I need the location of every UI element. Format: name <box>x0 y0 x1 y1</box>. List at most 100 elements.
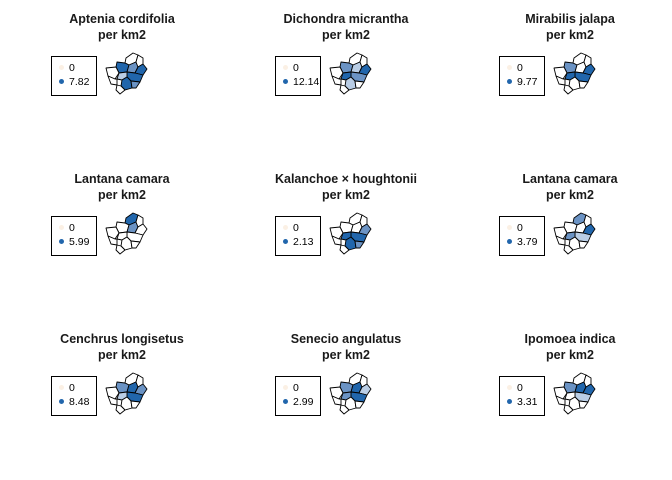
legend: 0 3.79 <box>499 216 545 256</box>
legend-label: 0 <box>293 222 299 234</box>
legend: 0 2.99 <box>275 376 321 416</box>
map-region <box>329 386 344 400</box>
legend-label: 0 <box>517 62 523 74</box>
map-region <box>339 404 350 415</box>
panel-title: Senecio angulatus per km2 <box>244 331 448 363</box>
legend-entry: 5.99 <box>52 235 96 249</box>
legend-label: 9.77 <box>517 76 538 88</box>
unit-label: per km2 <box>546 28 594 42</box>
legend-entry: 9.77 <box>500 75 544 89</box>
legend-entry: 0 <box>500 381 544 395</box>
legend: 0 3.31 <box>499 376 545 416</box>
map-region <box>563 404 574 415</box>
panel-title: Lantana camara per km2 <box>468 171 672 203</box>
legend: 0 12.14 <box>275 56 321 96</box>
legend-swatch <box>507 79 512 84</box>
legend-swatch <box>507 225 512 230</box>
map-region <box>578 240 589 249</box>
legend-label: 0 <box>293 62 299 74</box>
legend-entry: 0 <box>500 221 544 235</box>
legend-swatch <box>507 239 512 244</box>
choropleth-map <box>329 212 372 255</box>
map-region <box>553 66 568 80</box>
map-region <box>553 386 568 400</box>
legend-label: 0 <box>69 382 75 394</box>
panel-title: Mirabilis jalapa per km2 <box>468 11 672 43</box>
unit-label: per km2 <box>322 28 370 42</box>
choropleth-map <box>553 372 596 415</box>
legend-swatch <box>283 225 288 230</box>
species-name: Senecio angulatus <box>290 332 402 346</box>
legend-label: 12.14 <box>293 76 320 88</box>
map-region <box>582 223 596 236</box>
legend: 0 8.48 <box>51 376 97 416</box>
map-panel: Cenchrus longisetus per km2 0 8.48 <box>0 320 224 480</box>
legend-label: 3.31 <box>517 396 538 408</box>
choropleth-map <box>105 372 148 415</box>
legend-entry: 0 <box>276 61 320 75</box>
legend-entry: 0 <box>276 221 320 235</box>
map-panel: Aptenia cordifolia per km2 0 7.82 <box>0 0 224 160</box>
map-region <box>354 240 365 249</box>
legend-swatch <box>59 239 64 244</box>
legend-entry: 0 <box>52 381 96 395</box>
map-panel: Lantana camara per km2 0 5.99 <box>0 160 224 320</box>
map-region <box>339 84 350 95</box>
legend-label: 0 <box>293 382 299 394</box>
map-region <box>105 386 120 400</box>
unit-label: per km2 <box>322 188 370 202</box>
unit-label: per km2 <box>98 188 146 202</box>
legend-label: 2.13 <box>293 236 314 248</box>
map-region <box>115 84 126 95</box>
legend: 0 5.99 <box>51 216 97 256</box>
map-region <box>105 66 120 80</box>
legend: 0 7.82 <box>51 56 97 96</box>
map-region <box>134 383 148 396</box>
choropleth-map <box>105 212 148 255</box>
legend-swatch <box>507 399 512 404</box>
species-name: Aptenia cordifolia <box>69 12 175 26</box>
map-region <box>553 226 568 240</box>
legend-swatch <box>507 385 512 390</box>
map-region <box>107 75 118 86</box>
panel-title: Aptenia cordifolia per km2 <box>20 11 224 43</box>
legend: 0 2.13 <box>275 216 321 256</box>
legend-swatch <box>59 79 64 84</box>
choropleth-map <box>329 52 372 95</box>
legend-swatch <box>283 79 288 84</box>
map-region <box>329 226 344 240</box>
map-region <box>555 235 566 246</box>
legend-entry: 3.79 <box>500 235 544 249</box>
choropleth-map <box>329 372 372 415</box>
map-region <box>115 244 126 255</box>
panel-title: Lantana camara per km2 <box>20 171 224 203</box>
map-region <box>331 395 342 406</box>
legend-label: 2.99 <box>293 396 314 408</box>
choropleth-map <box>553 212 596 255</box>
legend-label: 8.48 <box>69 396 90 408</box>
map-region <box>358 383 372 396</box>
legend-label: 3.79 <box>517 236 538 248</box>
map-panel: Kalanchoe × houghtonii per km2 0 2.13 <box>224 160 448 320</box>
legend-label: 0 <box>69 62 75 74</box>
map-region <box>134 223 148 236</box>
species-name: Cenchrus longisetus <box>60 332 184 346</box>
legend-entry: 0 <box>276 381 320 395</box>
map-region <box>563 84 574 95</box>
species-name: Ipomoea indica <box>524 332 616 346</box>
species-name: Mirabilis jalapa <box>525 12 615 26</box>
legend-swatch <box>59 385 64 390</box>
map-region <box>130 400 141 409</box>
legend-entry: 2.99 <box>276 395 320 409</box>
legend-entry: 0 <box>52 221 96 235</box>
legend-swatch <box>507 65 512 70</box>
legend: 0 9.77 <box>499 56 545 96</box>
map-region <box>105 226 120 240</box>
unit-label: per km2 <box>546 188 594 202</box>
legend-label: 7.82 <box>69 76 90 88</box>
map-region <box>354 80 365 89</box>
legend-label: 0 <box>69 222 75 234</box>
unit-label: per km2 <box>98 348 146 362</box>
legend-entry: 12.14 <box>276 75 320 89</box>
choropleth-map <box>105 52 148 95</box>
